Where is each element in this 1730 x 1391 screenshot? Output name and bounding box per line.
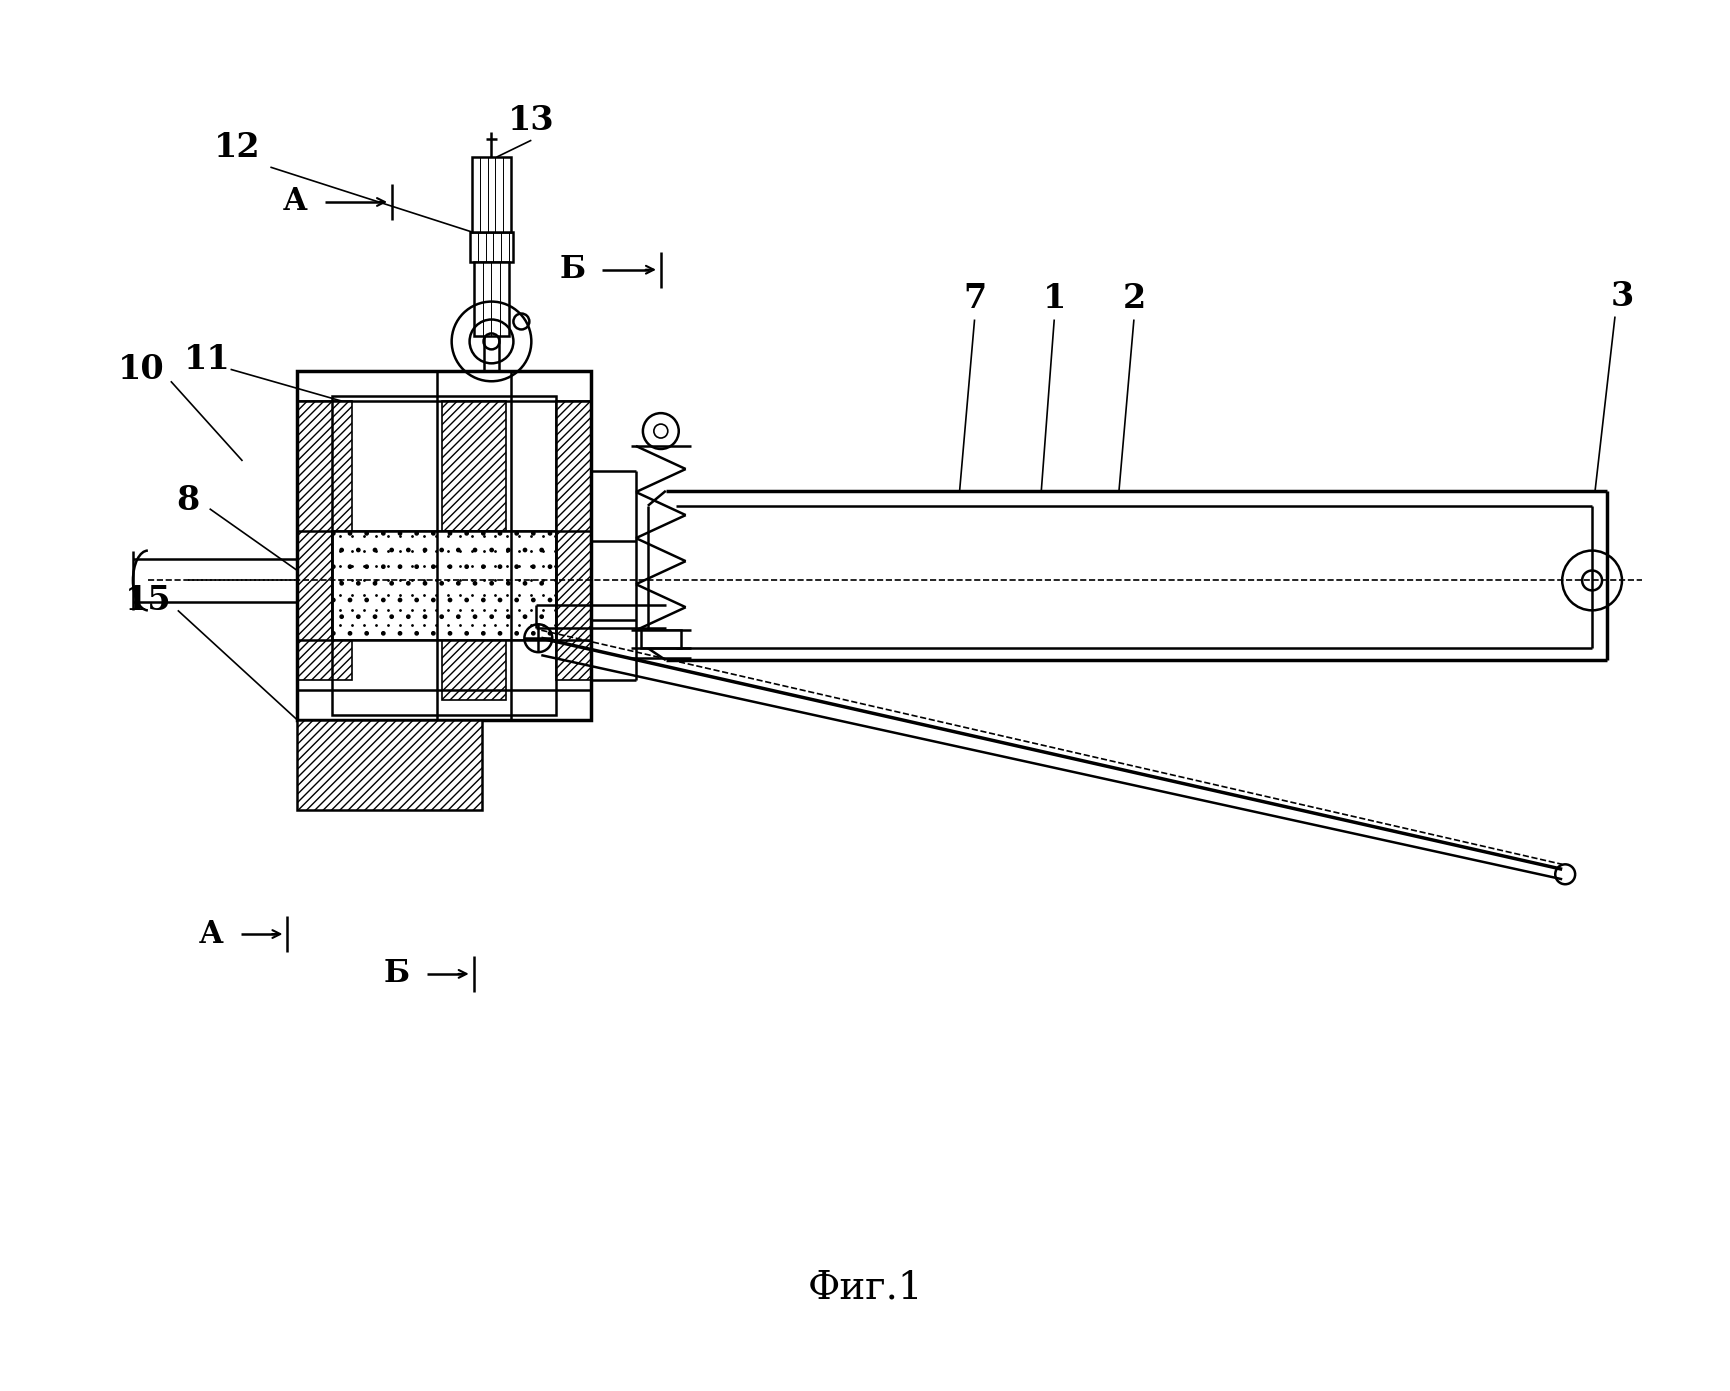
Bar — [471, 157, 510, 232]
Bar — [436, 371, 510, 721]
Text: 8: 8 — [176, 484, 199, 517]
Bar — [441, 570, 507, 700]
Bar — [555, 401, 590, 680]
Text: 12: 12 — [215, 131, 261, 164]
Bar — [298, 401, 351, 680]
Text: 10: 10 — [118, 353, 164, 385]
Bar — [474, 262, 509, 337]
Text: 15: 15 — [125, 584, 171, 616]
Bar — [469, 232, 514, 262]
Text: 7: 7 — [962, 282, 986, 316]
Bar — [298, 721, 481, 810]
Bar — [332, 396, 555, 715]
Text: А: А — [282, 186, 308, 217]
Text: Б: Б — [384, 958, 410, 989]
Text: 11: 11 — [183, 342, 230, 376]
Bar — [332, 530, 555, 640]
Text: А: А — [199, 918, 223, 950]
Text: Б: Б — [559, 255, 585, 285]
Text: 2: 2 — [1121, 282, 1145, 316]
Text: 1: 1 — [1041, 282, 1066, 316]
Bar — [441, 401, 507, 530]
Bar — [640, 630, 680, 648]
Bar — [298, 371, 590, 721]
Text: Фиг.1: Фиг.1 — [806, 1269, 922, 1306]
Text: 3: 3 — [1609, 280, 1633, 313]
Text: 13: 13 — [507, 104, 554, 136]
